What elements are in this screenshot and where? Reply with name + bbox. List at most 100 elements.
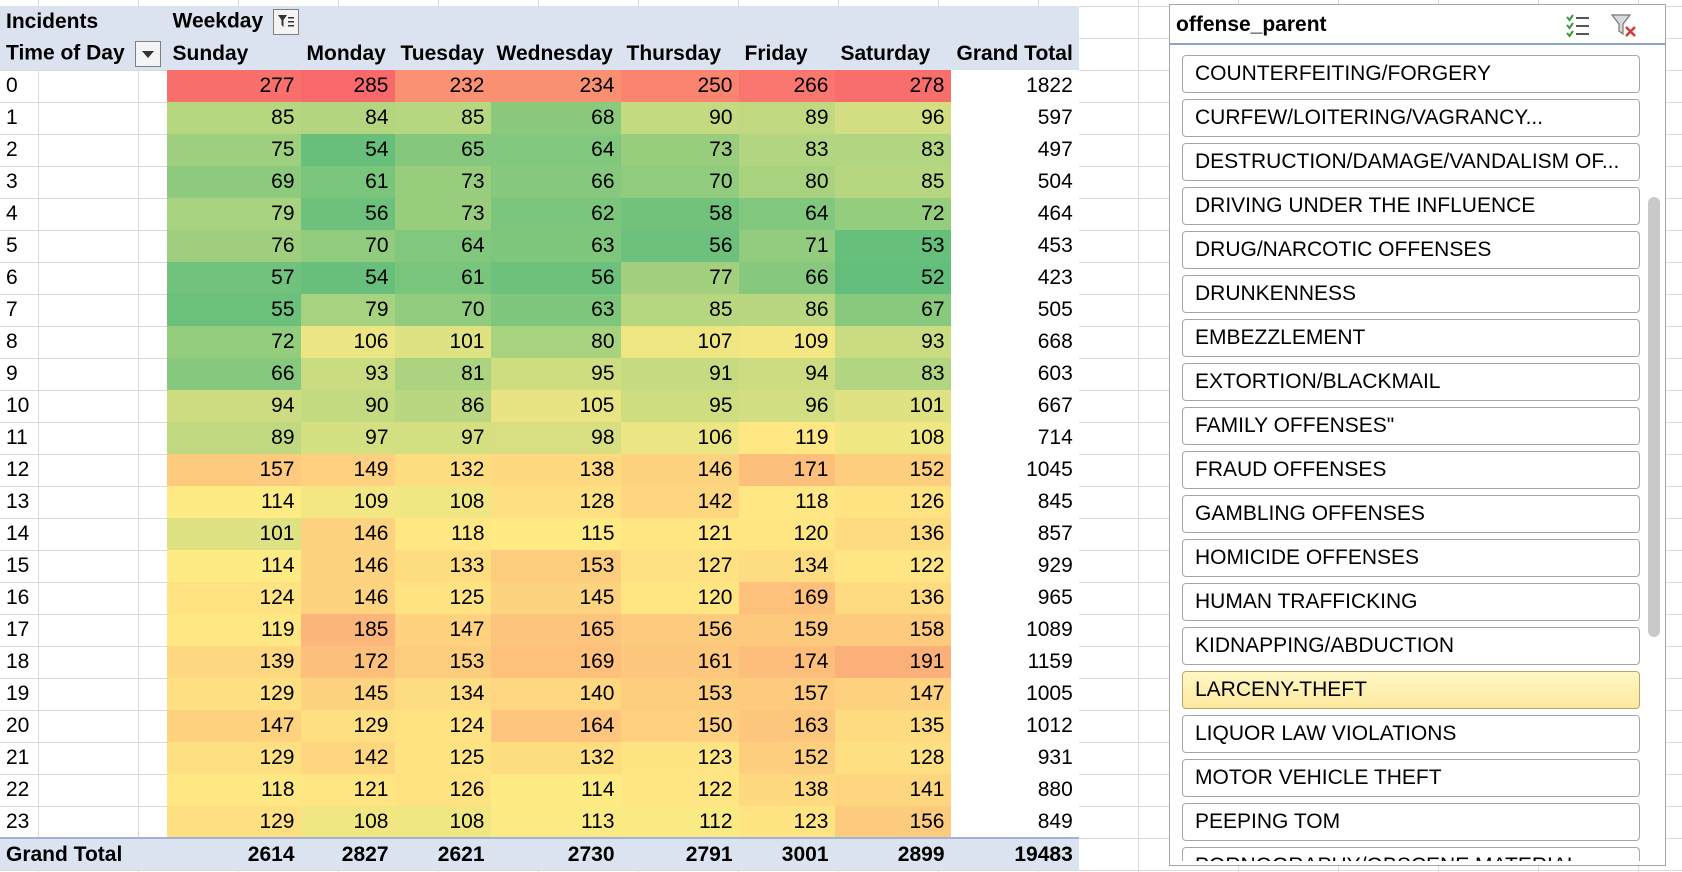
row-grand-total: 504 [950, 166, 1079, 198]
value-cell: 80 [490, 326, 621, 358]
value-cell: 172 [300, 646, 395, 678]
value-cell: 108 [394, 486, 491, 518]
row-label: 6 [6, 266, 18, 289]
value-cell: 65 [394, 134, 491, 166]
pivot-header-row-2: Time of Day Sunday Monday Tuesday Wednesday… [0, 38, 1079, 70]
row-grand-total: 505 [950, 294, 1079, 326]
value-cell: 153 [620, 678, 739, 710]
slicer-item[interactable]: MOTOR VEHICLE THEFT [1182, 759, 1640, 797]
value-cell: 277 [166, 70, 301, 102]
value-cell: 129 [300, 710, 395, 742]
slicer-item[interactable]: FAMILY OFFENSES" [1182, 407, 1640, 445]
slicer-item[interactable]: PORNOGRAPHY/OBSCENE MATERIAL [1182, 847, 1640, 861]
slicer-item[interactable]: EXTORTION/BLACKMAIL [1182, 363, 1640, 401]
value-cell: 139 [166, 646, 301, 678]
slicer-item[interactable]: KIDNAPPING/ABDUCTION [1182, 627, 1640, 665]
slicer-item[interactable]: DRUG/NARCOTIC OFFENSES [1182, 231, 1640, 269]
pivot-row: 2 75 54 65 64 73 83 83 497 [0, 134, 1079, 166]
slicer-item[interactable]: COUNTERFEITING/FORGERY [1182, 55, 1640, 93]
value-cell: 125 [394, 742, 491, 774]
pivot-row: 22 118 121 126 114 122 138 141 880 [0, 774, 1079, 806]
value-cell: 63 [490, 230, 621, 262]
value-cell: 98 [490, 422, 621, 454]
value-cell: 108 [300, 806, 395, 838]
value-cell: 129 [166, 806, 301, 838]
value-cell: 120 [620, 582, 739, 614]
row-label: 13 [6, 490, 30, 513]
slicer-item[interactable]: GAMBLING OFFENSES [1182, 495, 1640, 533]
slicer-item[interactable]: EMBEZZLEMENT [1182, 319, 1640, 357]
value-cell: 128 [834, 742, 951, 774]
slicer-item[interactable]: HUMAN TRAFFICKING [1182, 583, 1640, 621]
value-cell: 70 [300, 230, 395, 262]
value-cell: 79 [300, 294, 395, 326]
slicer-item[interactable]: HOMICIDE OFFENSES [1182, 539, 1640, 577]
value-cell: 93 [300, 358, 395, 390]
grand-total-row-label: Grand Total [0, 837, 167, 870]
slicer-item[interactable]: DRUNKENNESS [1182, 275, 1640, 313]
row-grand-total: 464 [950, 198, 1079, 230]
value-cell: 121 [300, 774, 395, 806]
pivot-row: 18 139 172 153 169 161 174 191 1159 [0, 646, 1079, 678]
value-cell: 96 [738, 390, 835, 422]
slicer-item[interactable]: PEEPING TOM [1182, 803, 1640, 841]
weekday-filter-button[interactable] [273, 9, 300, 35]
value-cell: 156 [834, 806, 951, 838]
slicer-item[interactable]: DESTRUCTION/DAMAGE/VANDALISM OF... [1182, 143, 1640, 181]
row-label: 10 [6, 394, 30, 417]
multi-select-icon[interactable] [1564, 11, 1592, 39]
slicer-title: offense_parent [1176, 13, 1327, 36]
value-cell: 80 [738, 166, 835, 198]
value-cell: 52 [834, 262, 951, 294]
value-cell: 141 [834, 774, 951, 806]
day-header-thursday: Thursday [620, 38, 739, 70]
value-cell: 115 [490, 518, 621, 550]
value-cell: 101 [394, 326, 491, 358]
value-cell: 86 [738, 294, 835, 326]
grand-total-row: Grand Total 2614 2827 2621 2730 2791 3001 2899 1… [0, 837, 1079, 870]
pivot-row: 13 114 109 108 128 142 118 126 845 [0, 486, 1079, 518]
value-cell: 66 [490, 166, 621, 198]
value-cell: 156 [620, 614, 739, 646]
value-cell: 158 [834, 614, 951, 646]
value-cell: 93 [834, 326, 951, 358]
value-cell: 72 [834, 198, 951, 230]
clear-filter-icon[interactable] [1610, 11, 1638, 39]
slicer-item[interactable]: CURFEW/LOITERING/VAGRANCY... [1182, 99, 1640, 137]
value-cell: 81 [394, 358, 491, 390]
slicer-item[interactable]: LIQUOR LAW VIOLATIONS [1182, 715, 1640, 753]
value-cell: 66 [166, 358, 301, 390]
value-cell: 118 [394, 518, 491, 550]
value-cell: 250 [620, 70, 739, 102]
slicer-scrollbar[interactable] [1648, 197, 1660, 637]
row-label: 23 [6, 809, 30, 833]
value-cell: 58 [620, 198, 739, 230]
value-cell: 112 [620, 806, 739, 838]
value-cell: 63 [490, 294, 621, 326]
value-cell: 171 [738, 454, 835, 486]
pivot-row: 7 55 79 70 63 85 86 67 505 [0, 294, 1079, 326]
value-cell: 124 [394, 710, 491, 742]
value-cell: 169 [738, 582, 835, 614]
value-cell: 119 [738, 422, 835, 454]
value-cell: 147 [834, 678, 951, 710]
value-cell: 114 [166, 486, 301, 518]
row-grand-total: 931 [950, 742, 1079, 774]
slicer-item[interactable]: DRIVING UNDER THE INFLUENCE [1182, 187, 1640, 225]
value-cell: 285 [300, 70, 395, 102]
value-cell: 119 [166, 614, 301, 646]
row-grand-total: 668 [950, 326, 1079, 358]
value-cell: 61 [394, 262, 491, 294]
filter-active-icon [278, 15, 295, 27]
slicer-item[interactable]: LARCENY-THEFT [1182, 671, 1640, 709]
value-cell: 138 [738, 774, 835, 806]
pivot-table: Incidents Weekday Time of Day [0, 6, 1079, 870]
time-of-day-dropdown-button[interactable] [134, 41, 161, 67]
row-label: 16 [6, 586, 30, 609]
value-cell: 113 [490, 806, 621, 838]
row-label: 1 [6, 106, 18, 129]
value-cell: 64 [394, 230, 491, 262]
value-cell: 133 [394, 550, 491, 582]
slicer-item[interactable]: FRAUD OFFENSES [1182, 451, 1640, 489]
value-cell: 83 [834, 134, 951, 166]
